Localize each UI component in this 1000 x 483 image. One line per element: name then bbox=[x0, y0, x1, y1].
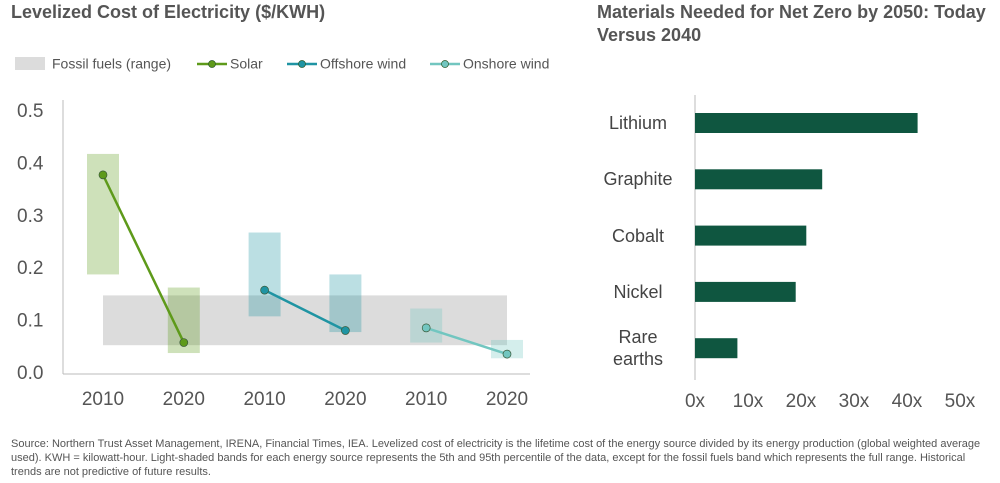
y-tick-label: Lithium bbox=[608, 113, 668, 133]
x-tick-label: 30x bbox=[839, 391, 870, 412]
y-tick-label: Nickel bbox=[613, 281, 663, 302]
legend-marker bbox=[208, 60, 216, 68]
x-tick-label: 2020 bbox=[163, 389, 205, 410]
percentile-band bbox=[329, 274, 362, 333]
x-tick-label: 2010 bbox=[82, 389, 124, 410]
bar bbox=[695, 281, 796, 302]
data-point bbox=[98, 170, 108, 180]
data-point bbox=[179, 338, 189, 347]
chart-title: Materials Needed for Net Zero by 2050: T… bbox=[597, 2, 986, 45]
data-point bbox=[421, 323, 431, 333]
y-tick-label: 0.4 bbox=[17, 153, 44, 174]
x-tick-label: 2010 bbox=[405, 389, 447, 410]
fossil-range bbox=[103, 295, 507, 346]
bar bbox=[695, 113, 918, 133]
legend-marker bbox=[298, 60, 306, 68]
legend-label: Offshore wind bbox=[320, 56, 406, 72]
y-tick-label: Graphite bbox=[603, 169, 673, 190]
x-tick-label: 2020 bbox=[324, 389, 366, 410]
percentile-band bbox=[491, 339, 523, 359]
data-point bbox=[260, 285, 269, 295]
series-line bbox=[101, 174, 185, 344]
y-tick-label: Rare earths bbox=[612, 327, 664, 370]
x-tick-label: 40x bbox=[892, 391, 923, 412]
y-tick-label: 0.5 bbox=[17, 101, 43, 122]
x-tick-label: 10x bbox=[733, 391, 764, 412]
chart-title: Levelized Cost of Electricity ($/KWH) bbox=[11, 2, 326, 22]
series-line bbox=[264, 289, 346, 332]
x-tick-label: 2020 bbox=[486, 389, 528, 410]
legend-label: Onshore wind bbox=[463, 56, 549, 72]
y-tick-label: 0.1 bbox=[17, 311, 43, 332]
y-tick-label: Cobalt bbox=[611, 225, 665, 246]
y-tick-label: 0.0 bbox=[17, 363, 43, 384]
legend-swatch bbox=[15, 57, 45, 70]
series-line bbox=[425, 326, 508, 356]
y-tick-label: 0.2 bbox=[17, 258, 43, 279]
x-tick-label: 50x bbox=[945, 391, 976, 412]
legend-label: Fossil fuels (range) bbox=[52, 56, 171, 72]
legend-marker bbox=[441, 60, 449, 68]
footnote: Source: Northern Trust Asset Management,… bbox=[11, 438, 981, 478]
x-tick-label: 20x bbox=[786, 391, 817, 412]
data-point bbox=[502, 349, 512, 359]
data-point bbox=[341, 326, 350, 335]
bar bbox=[695, 338, 738, 359]
bar bbox=[695, 225, 807, 246]
x-tick-label: 0x bbox=[685, 391, 706, 412]
legend-label: Solar bbox=[230, 56, 263, 72]
percentile-band bbox=[248, 232, 281, 317]
bar bbox=[695, 169, 823, 190]
x-tick-label: 2010 bbox=[243, 389, 285, 410]
y-tick-label: 0.3 bbox=[17, 206, 43, 227]
